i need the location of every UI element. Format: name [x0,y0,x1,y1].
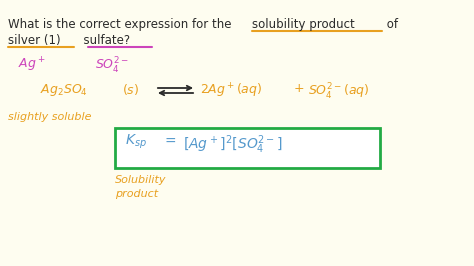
Text: $2Ag^+(aq)$: $2Ag^+(aq)$ [200,82,263,100]
Text: $K_{sp}$: $K_{sp}$ [125,133,147,151]
Text: $[Ag^+]^2[SO_4^{2-}]$: $[Ag^+]^2[SO_4^{2-}]$ [183,133,283,156]
Text: product: product [115,189,158,199]
Text: solubility product: solubility product [252,18,355,31]
Text: $Ag^+$: $Ag^+$ [18,56,46,74]
Text: $+$: $+$ [293,82,304,95]
Text: silver (1): silver (1) [8,34,61,47]
Text: Solubility: Solubility [115,175,166,185]
Text: $=$: $=$ [162,133,177,147]
Text: of: of [383,18,398,31]
Text: $Ag_2SO_4$: $Ag_2SO_4$ [40,82,88,98]
Text: $SO_4^{2-}$: $SO_4^{2-}$ [95,56,129,76]
Text: $SO_4^{2-}(aq)$: $SO_4^{2-}(aq)$ [308,82,370,102]
Text: slightly soluble: slightly soluble [8,112,91,122]
Bar [115,128,380,168]
Text: sulfate?: sulfate? [76,34,130,47]
Text: $(s)$: $(s)$ [122,82,139,97]
Text: What is the correct expression for the: What is the correct expression for the [8,18,235,31]
